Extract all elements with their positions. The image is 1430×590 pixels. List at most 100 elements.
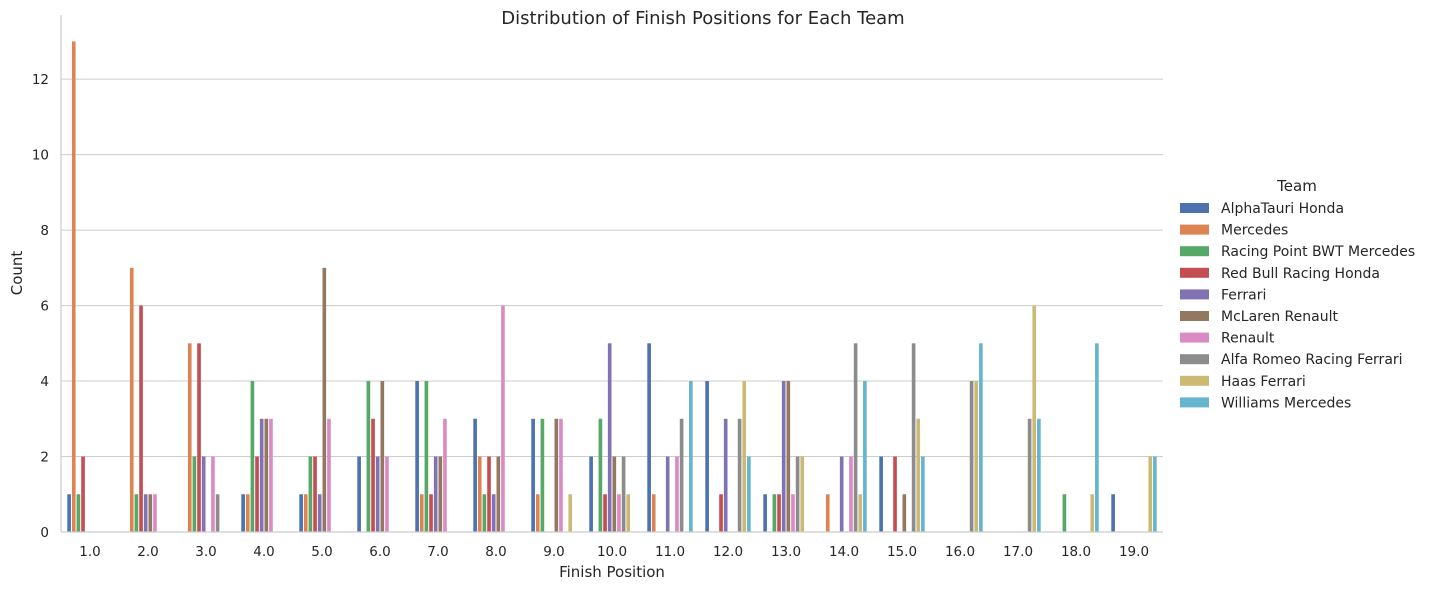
x-tick-label: 4.0	[253, 544, 274, 560]
legend-swatch	[1180, 289, 1209, 300]
bar	[385, 456, 389, 532]
bars	[67, 41, 1157, 533]
x-axis-label: Finish Position	[559, 563, 665, 581]
x-tick-label: 16.0	[945, 544, 975, 560]
bar	[1037, 418, 1041, 532]
bar	[496, 456, 501, 532]
bar	[313, 456, 317, 532]
bar	[473, 418, 477, 532]
bar	[617, 494, 621, 532]
legend-swatch	[1180, 267, 1209, 278]
bar	[148, 494, 153, 532]
legend-label: McLaren Renault	[1221, 309, 1338, 325]
legend-label: Williams Mercedes	[1221, 395, 1351, 411]
bar	[269, 418, 273, 532]
gridlines	[61, 78, 1163, 458]
bar	[76, 494, 81, 532]
bar	[380, 381, 385, 532]
bar	[143, 494, 148, 532]
bar	[607, 343, 612, 532]
bar	[1095, 343, 1099, 532]
bar	[554, 418, 559, 532]
legend-label: Alfa Romeo Racing Ferrari	[1221, 352, 1403, 368]
bar	[737, 418, 742, 532]
bar	[911, 343, 916, 532]
bar	[134, 494, 139, 532]
bar	[863, 381, 867, 532]
legend-label: Haas Ferrari	[1221, 374, 1306, 390]
y-tick-label: 0	[40, 525, 49, 541]
bar	[303, 494, 308, 532]
bar	[1090, 494, 1095, 532]
x-tick-label: 13.0	[771, 544, 801, 560]
legend-swatch	[1180, 311, 1209, 321]
bar	[299, 494, 303, 532]
x-tick-label: 12.0	[713, 544, 743, 560]
legend-swatch	[1180, 375, 1209, 386]
bar	[535, 494, 540, 532]
bar	[921, 456, 925, 532]
bar	[777, 494, 781, 532]
y-tick-label: 12	[32, 72, 49, 88]
bar	[438, 456, 443, 532]
bar	[626, 494, 631, 532]
y-tick-label: 8	[40, 223, 49, 239]
x-tick-label: 1.0	[79, 544, 100, 560]
bar	[419, 494, 424, 532]
legend-label: Red Bull Racing Honda	[1221, 266, 1380, 282]
x-tick-label: 7.0	[427, 544, 448, 560]
bar	[322, 267, 327, 532]
bar	[375, 456, 380, 532]
chart-title: Distribution of Finish Positions for Eac…	[501, 8, 904, 29]
bar	[1062, 494, 1067, 532]
x-tick-label: 15.0	[887, 544, 917, 560]
legend: Team AlphaTauri Honda Mercedes Racing Poin…	[1180, 177, 1415, 411]
bar	[689, 381, 693, 532]
bar	[129, 267, 134, 532]
bar	[201, 456, 206, 532]
bar	[81, 456, 85, 532]
bar	[589, 456, 593, 532]
legend-swatch	[1180, 332, 1209, 343]
bar	[415, 381, 419, 532]
bar	[800, 456, 805, 532]
x-tick-label: 10.0	[597, 544, 627, 560]
bar	[705, 381, 709, 532]
bar	[598, 418, 603, 532]
x-tick-label: 11.0	[655, 544, 685, 560]
bar	[250, 381, 255, 532]
bar	[747, 456, 751, 532]
bar	[621, 456, 626, 532]
x-tick-label: 3.0	[195, 544, 216, 560]
bar	[781, 381, 786, 532]
bar	[1111, 494, 1115, 532]
bar	[241, 494, 245, 532]
bar	[357, 456, 361, 532]
bar	[531, 418, 535, 532]
bar	[371, 418, 375, 532]
bar	[192, 456, 197, 532]
bar	[139, 305, 143, 532]
y-axis-label: Count	[8, 251, 26, 296]
bar	[647, 343, 651, 532]
bar	[264, 418, 269, 532]
legend-swatch	[1180, 224, 1209, 235]
y-tick-label: 2	[40, 450, 49, 466]
bar	[429, 494, 433, 532]
x-tick-label: 6.0	[369, 544, 390, 560]
bar	[853, 343, 858, 532]
bar	[603, 494, 607, 532]
bar	[772, 494, 777, 532]
bar	[259, 418, 264, 532]
bar	[1153, 456, 1157, 532]
bar	[255, 456, 259, 532]
bar	[433, 456, 438, 532]
bar	[719, 494, 723, 532]
legend-swatch	[1180, 203, 1209, 213]
bar	[974, 381, 979, 532]
bar	[786, 381, 791, 532]
x-tick-label: 5.0	[311, 544, 332, 560]
legend-label: Mercedes	[1221, 223, 1288, 239]
bar	[540, 418, 545, 532]
